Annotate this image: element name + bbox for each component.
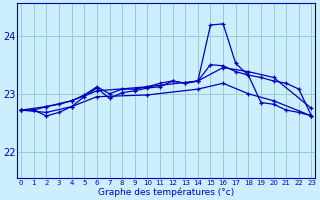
X-axis label: Graphe des températures (°c): Graphe des températures (°c) — [98, 187, 235, 197]
